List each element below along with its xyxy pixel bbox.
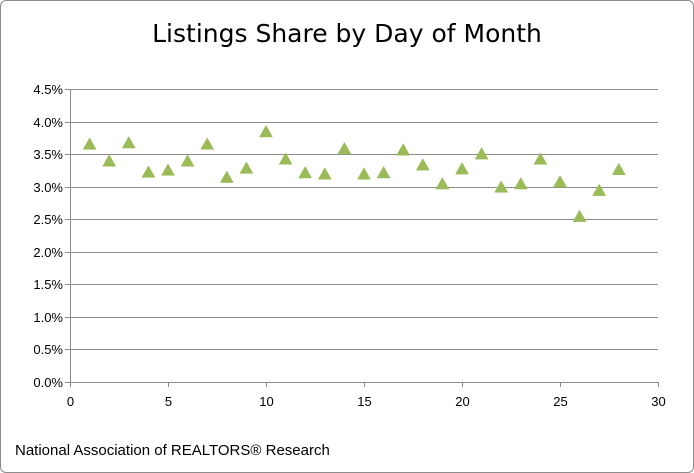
y-tick-label: 2.5% (33, 212, 63, 227)
data-point (239, 161, 254, 174)
data-point (611, 162, 626, 175)
data-point (180, 154, 195, 167)
data-point (553, 175, 567, 188)
x-axis-tick-labels: 0 5 10 15 20 25 30 (67, 394, 666, 409)
data-point (317, 167, 332, 180)
y-axis-tick-labels: 0.0% 0.5% 1.0% 1.5% 2.0% 2.5% 3.0% 3.5% 4.0% 4.5% (33, 82, 63, 390)
y-tick-label: 2.0% (33, 245, 63, 260)
data-point (376, 165, 391, 179)
x-tick-label: 15 (357, 394, 371, 409)
data-point (474, 147, 489, 160)
data-point (415, 158, 430, 171)
data-point (435, 177, 450, 190)
x-tick-label: 25 (553, 394, 567, 409)
source-footer: National Association of REALTORS® Resear… (15, 442, 330, 459)
y-tick-label: 1.5% (33, 277, 63, 292)
y-tick-label: 0.0% (33, 375, 63, 390)
gridlines (70, 89, 658, 350)
y-tick-label: 0.5% (33, 342, 63, 357)
x-tick-label: 10 (259, 394, 273, 409)
x-tick-label: 30 (651, 394, 665, 409)
y-tick-label: 4.0% (33, 115, 63, 130)
y-tick-label: 4.5% (33, 82, 63, 97)
data-point (102, 154, 117, 167)
data-point (572, 209, 587, 222)
y-tick-label: 1.0% (33, 310, 63, 325)
data-point (219, 170, 234, 183)
data-point (513, 177, 528, 190)
data-point (533, 152, 548, 165)
y-tick-label: 3.0% (33, 180, 63, 195)
y-tick-label: 3.5% (33, 147, 63, 162)
data-point (121, 136, 136, 149)
data-point (141, 165, 156, 178)
axes (65, 89, 659, 387)
data-point (455, 162, 469, 175)
x-tick-label: 5 (165, 394, 172, 409)
x-tick-label: 0 (67, 394, 74, 409)
data-point (337, 141, 352, 155)
data-point (592, 183, 607, 196)
chart-title: Listings Share by Day of Month (152, 19, 542, 48)
data-point (494, 180, 509, 193)
data-point (259, 124, 273, 138)
data-point (396, 143, 411, 156)
data-point (298, 165, 313, 179)
data-points (82, 124, 626, 222)
data-point (161, 163, 175, 176)
data-point (200, 137, 215, 150)
data-point (278, 152, 293, 165)
data-point (82, 137, 97, 150)
x-tick-label: 20 (455, 394, 469, 409)
data-point (357, 167, 371, 180)
